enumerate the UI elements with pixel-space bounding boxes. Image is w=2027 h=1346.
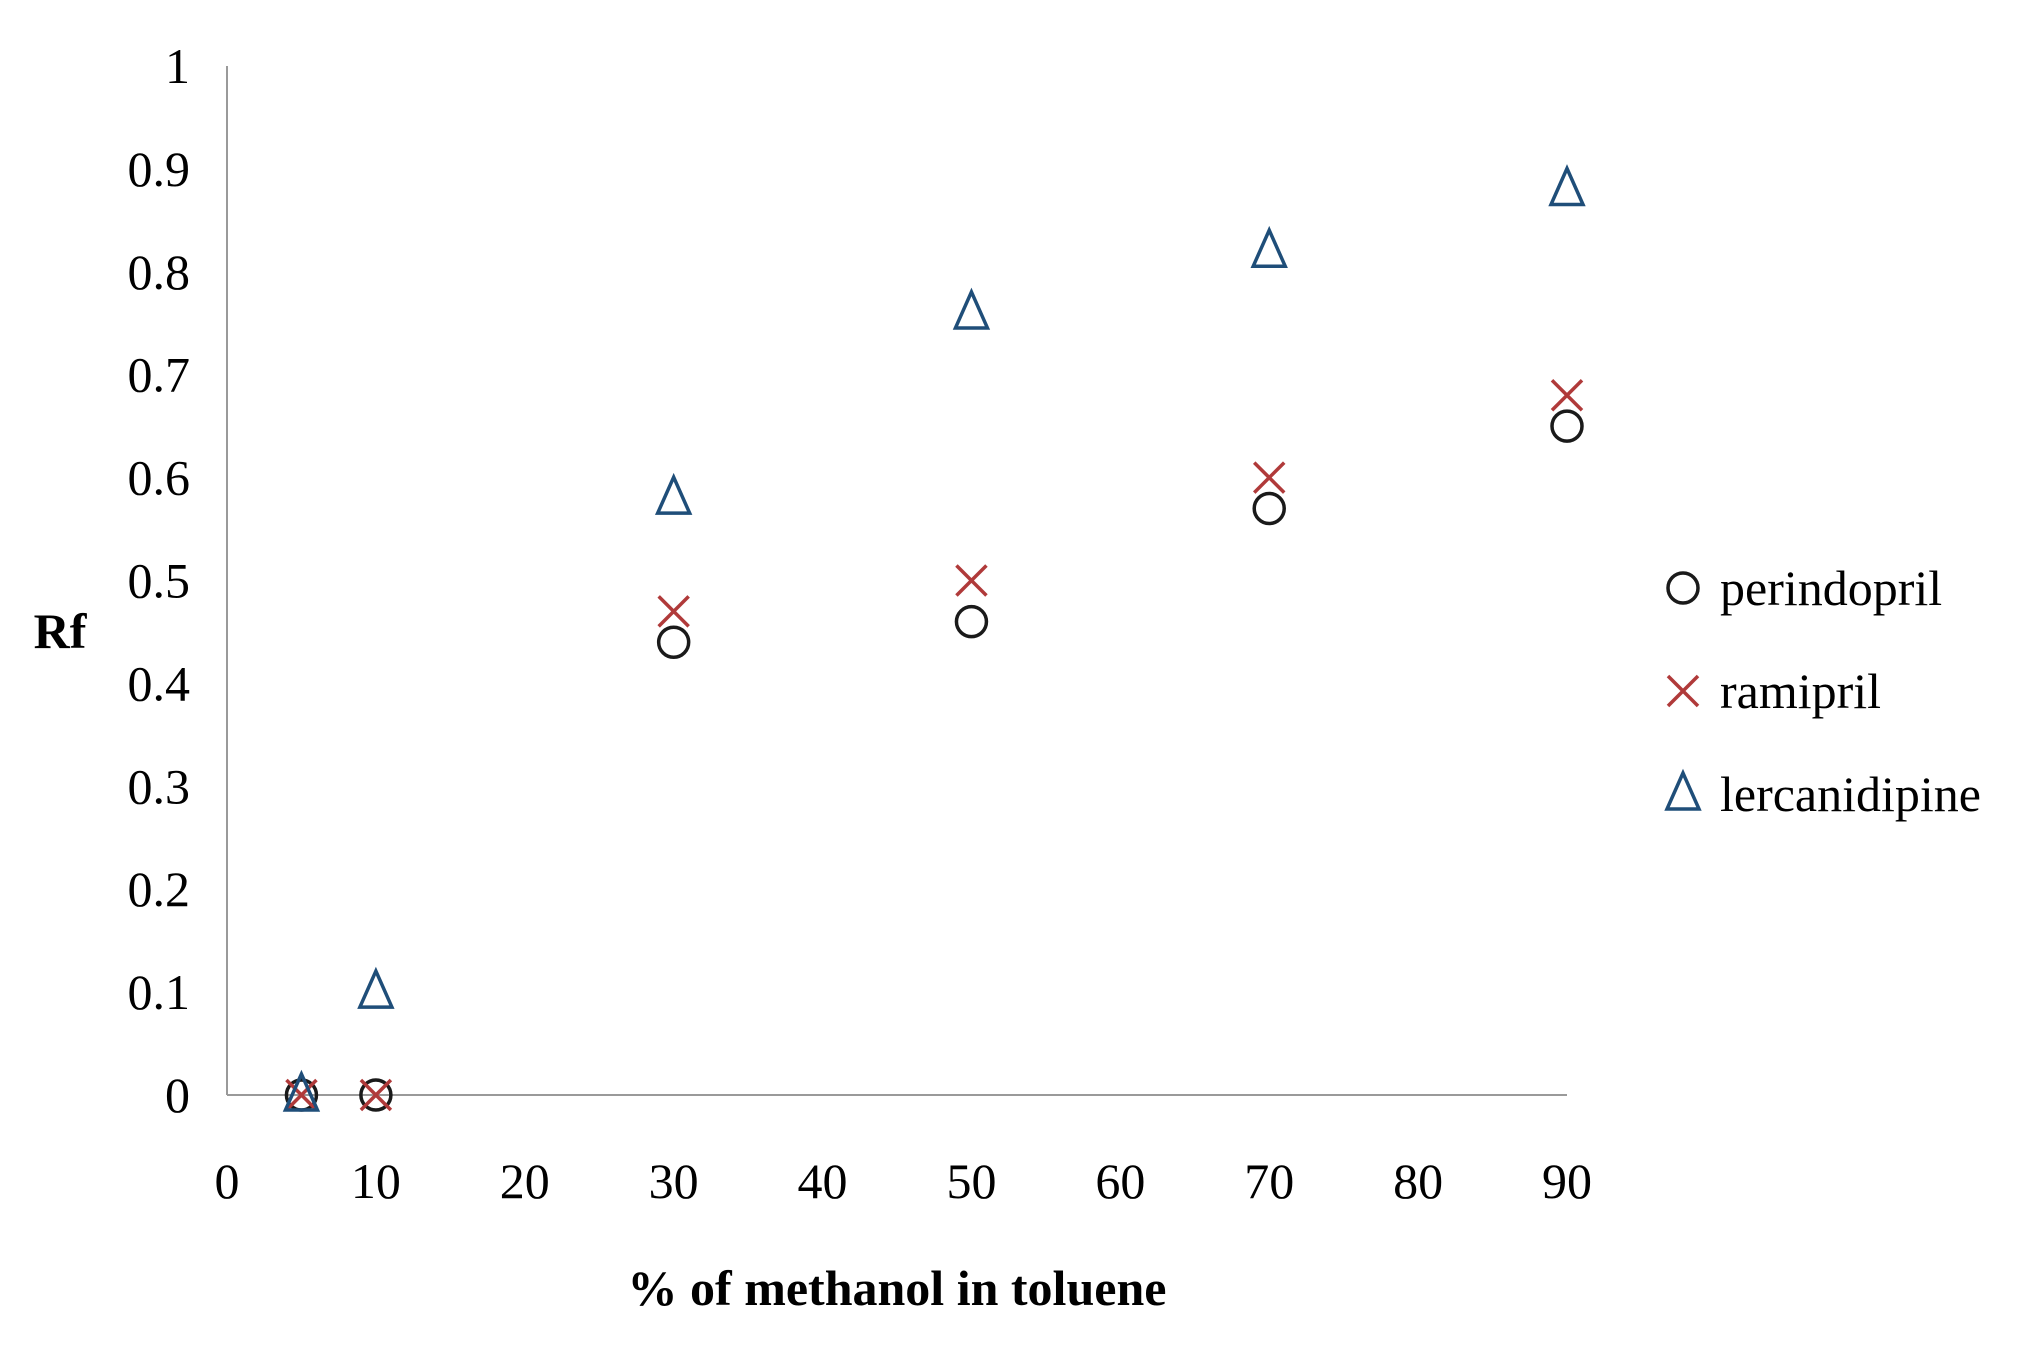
data-point-ramipril xyxy=(359,1078,393,1112)
legend-item-perindopril: perindopril xyxy=(1666,560,1942,616)
series-perindopril xyxy=(284,409,1584,1112)
axes xyxy=(226,66,1567,1096)
y-tick-label: 0.7 xyxy=(128,347,191,403)
data-point-lercanidipine xyxy=(1250,225,1288,268)
data-point-lercanidipine xyxy=(654,472,693,515)
legend: perindopril ramipril lercanidipine xyxy=(1664,560,1981,822)
data-point-lercanidipine xyxy=(357,966,395,1009)
y-tick-label: 0.8 xyxy=(128,244,191,300)
legend-item-lercanidipine: lercanidipine xyxy=(1664,766,1981,822)
legend-label: ramipril xyxy=(1720,663,1881,719)
x-tick-label: 20 xyxy=(500,1153,550,1209)
data-point-ramipril xyxy=(1252,461,1286,494)
legend-label: lercanidipine xyxy=(1720,766,1981,822)
y-tick-labels: 0 0.1 0.2 0.3 0.4 0.5 0.6 0.7 0.8 0.9 1 xyxy=(128,38,191,1123)
data-point-ramipril xyxy=(657,595,690,628)
x-tick-label: 60 xyxy=(1095,1153,1145,1209)
series-lercanidipine xyxy=(282,164,1586,1112)
x-tick-label: 10 xyxy=(351,1153,401,1209)
data-point-ramipril xyxy=(1550,379,1584,412)
data-point-perindopril xyxy=(1252,491,1286,526)
x-tick-label: 90 xyxy=(1542,1153,1592,1209)
x-tick-label: 80 xyxy=(1393,1153,1443,1209)
y-tick-label: 0.3 xyxy=(128,758,191,814)
data-point-ramipril xyxy=(285,1078,318,1112)
x-tick-label: 40 xyxy=(798,1153,848,1209)
legend-marker-lercanidipine xyxy=(1664,768,1702,811)
data-point-lercanidipine xyxy=(952,287,991,330)
legend-item-ramipril: ramipril xyxy=(1666,663,1881,719)
x-tick-label: 50 xyxy=(946,1153,996,1209)
legend-label: perindopril xyxy=(1720,560,1942,616)
y-tick-label: 1 xyxy=(165,38,190,94)
x-axis-title: % of methanol in toluene xyxy=(628,1260,1167,1316)
y-tick-label: 0.5 xyxy=(128,553,191,609)
y-tick-label: 0.2 xyxy=(128,861,191,917)
x-tick-label: 0 xyxy=(215,1153,240,1209)
x-tick-label: 30 xyxy=(649,1153,699,1209)
data-point-lercanidipine xyxy=(282,1069,321,1112)
x-tick-label: 70 xyxy=(1244,1153,1294,1209)
data-point-perindopril xyxy=(1550,409,1584,443)
data-point-perindopril xyxy=(656,625,691,659)
series-ramipril xyxy=(285,379,1584,1112)
x-tick-labels: 0 10 20 30 40 50 60 70 80 90 xyxy=(215,1153,1593,1209)
data-points xyxy=(282,164,1586,1112)
y-tick-label: 0.1 xyxy=(128,964,191,1020)
y-tick-label: 0.6 xyxy=(128,450,191,506)
y-tick-label: 0.4 xyxy=(128,655,191,711)
data-point-perindopril xyxy=(954,604,989,639)
data-point-perindopril xyxy=(359,1078,393,1112)
y-tick-label: 0 xyxy=(165,1067,190,1123)
legend-marker-perindopril xyxy=(1666,571,1700,605)
data-point-lercanidipine xyxy=(1548,164,1586,207)
legend-marker-ramipril xyxy=(1666,674,1700,708)
data-point-ramipril xyxy=(955,564,988,597)
y-axis-title: Rf xyxy=(34,603,88,659)
y-tick-label: 0.9 xyxy=(128,141,191,197)
